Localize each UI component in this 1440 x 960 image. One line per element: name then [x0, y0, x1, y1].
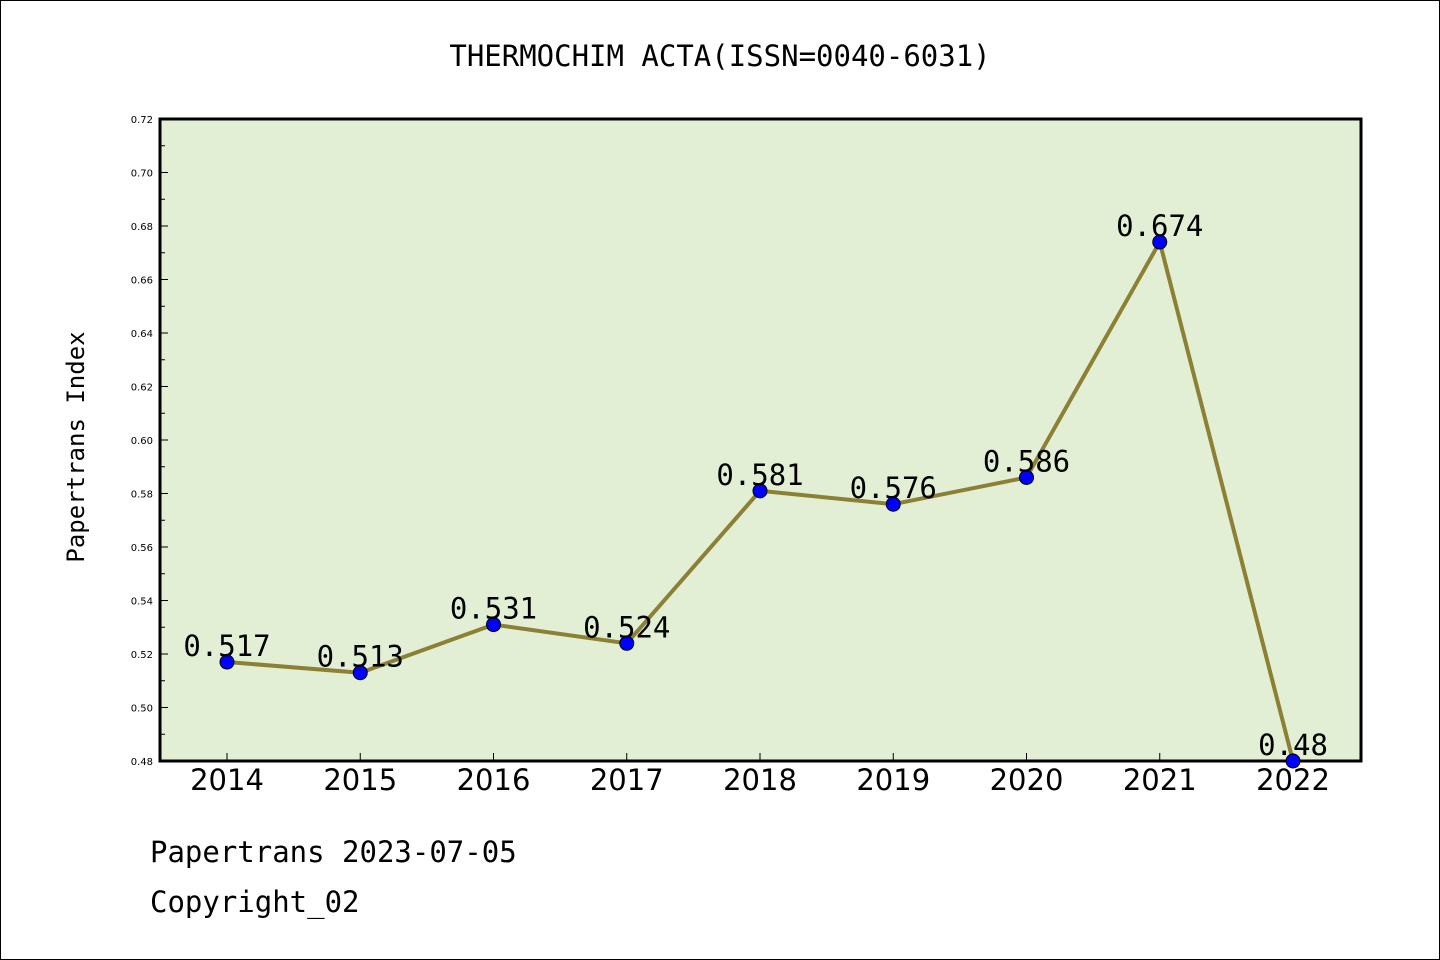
footer-date: Papertrans 2023-07-05 [150, 835, 517, 869]
y-tick-label: 0.50 [131, 704, 153, 715]
data-point [352, 665, 368, 681]
x-tick-label: 2021 [1123, 763, 1197, 797]
data-point [1152, 234, 1168, 250]
data-label: 0.48 [1258, 728, 1328, 762]
y-axis-label: Papertrans Index [62, 331, 90, 562]
data-label: 0.674 [1116, 209, 1203, 243]
series-layer: 0.517 0.513 0.531 0.524 0.581 0.576 0.586 0.674… [183, 209, 1328, 769]
chart-title: THERMOCHIM ACTA(ISSN=0040-6031) [449, 39, 990, 73]
data-label: 0.576 [850, 471, 937, 505]
y-tick-label: 0.72 [131, 115, 153, 126]
data-label: 0.524 [583, 610, 670, 644]
x-tick-label: 2019 [856, 763, 930, 797]
data-point [1019, 469, 1034, 485]
y-tick-label: 0.64 [131, 329, 153, 340]
x-tick-label: 2022 [1256, 763, 1330, 797]
data-point [752, 483, 768, 499]
footer-copyright: Copyright_02 [150, 885, 360, 919]
x-tick-label: 2015 [323, 763, 397, 797]
y-tick-label: 0.48 [131, 757, 153, 768]
plot-area [158, 117, 1363, 763]
x-tick-label: 2020 [990, 763, 1064, 797]
data-point [486, 617, 501, 633]
y-tick-label: 0.62 [131, 383, 153, 394]
y-tick-label: 0.60 [131, 436, 153, 447]
data-label: 0.517 [183, 629, 270, 663]
y-tick-label: 0.68 [131, 222, 153, 233]
x-tick-label: 2017 [590, 763, 664, 797]
y-tick-label: 0.56 [131, 543, 153, 554]
data-point [885, 496, 901, 512]
data-point [619, 635, 635, 651]
data-label: 0.581 [716, 458, 803, 492]
y-axis-ticks: 0.48 0.50 0.52 0.54 0.56 0.58 0.60 0.62 0.64 0.66… [131, 115, 168, 768]
data-label: 0.586 [983, 444, 1070, 478]
x-tick-label: 2016 [457, 763, 531, 797]
y-tick-label: 0.70 [131, 169, 153, 180]
y-tick-label: 0.58 [131, 490, 153, 501]
y-tick-label: 0.54 [131, 597, 153, 608]
data-label: 0.513 [317, 640, 404, 674]
x-tick-label: 2018 [723, 763, 797, 797]
data-point [219, 654, 235, 670]
data-label: 0.531 [450, 592, 537, 626]
x-axis-ticks: 2014 2015 2016 2017 2018 2019 2020 2021 2022 [190, 753, 1330, 797]
data-point [1285, 753, 1301, 769]
y-tick-label: 0.52 [131, 650, 153, 661]
y-tick-label: 0.66 [131, 276, 153, 287]
x-tick-label: 2014 [190, 763, 264, 797]
